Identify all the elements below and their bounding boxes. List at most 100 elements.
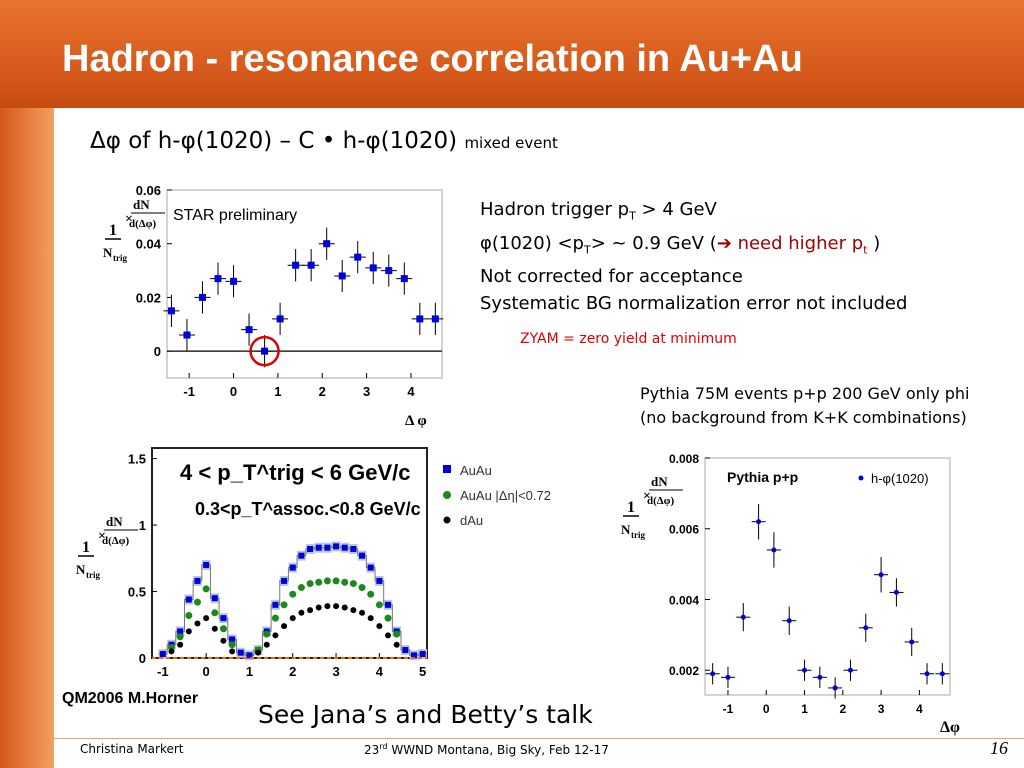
chart2-auau-deta-point [375, 601, 383, 609]
chart1-point [292, 261, 300, 269]
talk-note: See Jana’s and Betty’s talk [258, 700, 593, 729]
ylabel-ntrig: N [103, 245, 113, 260]
chart2-auau-point [411, 652, 418, 659]
chart2-auau-point [333, 543, 340, 550]
chart3-point [802, 667, 808, 673]
chart3-ytick-label: 0.002 [669, 664, 699, 678]
chart2-auau-deta-point [315, 578, 323, 586]
chart3-point [710, 671, 716, 677]
chart2-dau-point [177, 641, 184, 648]
chart2-dau-point [272, 632, 279, 639]
chart1-point [307, 261, 315, 269]
chart2-auau-deta-point [297, 584, 305, 592]
chart2-dau-point [281, 623, 288, 630]
chart2-auau-point [159, 651, 166, 658]
chart2-dau-point [229, 648, 236, 655]
chart2-auau-deta-point [271, 614, 279, 622]
chart1-point [261, 347, 269, 355]
chart2-legend-marker-auau-deta [443, 491, 451, 499]
chart2-auau-deta-point [263, 630, 271, 638]
chart2-dau-point [168, 648, 175, 655]
chart2-dau-point [376, 623, 383, 630]
ylabel-trig-sub: trig [631, 530, 645, 540]
chart2-auau-point [385, 601, 392, 608]
note-line-3: Not corrected for acceptance [480, 266, 743, 288]
note-line-4: Systematic BG normalization error not in… [480, 293, 908, 315]
chart3-point [786, 618, 792, 624]
chart3-xtick-label: 1 [801, 702, 808, 716]
chart2-auau-deta-point [228, 641, 236, 649]
slide-title: Hadron - resonance correlation in Au+Au [62, 38, 803, 80]
chart2-auau-point [402, 647, 409, 654]
chart2-dau-point [203, 615, 210, 622]
chart3-point [863, 625, 869, 631]
chart2-auau-deta-point [384, 614, 392, 622]
chart1-point [245, 326, 253, 334]
chart2-step-line [158, 545, 427, 656]
ylabel-one: 1 [627, 499, 635, 516]
chart1-xtick-label: 2 [319, 384, 326, 399]
chart3-xtick-label: 4 [916, 702, 923, 716]
chart2-dau-point [255, 649, 262, 656]
chart3-xtick-label: 0 [763, 702, 770, 716]
chart2-dau-point [298, 609, 305, 616]
chart2-auau-point [419, 651, 426, 658]
page-number: 16 [990, 738, 1008, 758]
title-bar [0, 0, 1024, 108]
chart3-legend-marker [858, 475, 864, 481]
note-line-1: Hadron trigger pT > 4 GeV [480, 199, 717, 223]
arrow-icon: ➔ [716, 232, 732, 254]
chart2-auau-point [367, 564, 374, 571]
chart2-auau-point [194, 577, 201, 584]
ylabel-one: 1 [82, 539, 90, 556]
chart2-auau-deta-point [211, 609, 219, 617]
ylabel-dn: dN [106, 514, 123, 529]
chart3-ytick-label: 0.008 [669, 452, 699, 466]
chart1-ylabel: 1 N trig ×dN d(Δφ) [103, 197, 165, 263]
chart3-xtick-label: -1 [723, 702, 734, 716]
ylabel-dn: dN [651, 474, 668, 489]
chart3-point [817, 674, 823, 680]
note-line-2: φ(1020) <pT> ~ 0.9 GeV (➔ need higher pt… [480, 232, 881, 257]
chart2-auau-deta-point [202, 585, 210, 593]
chart1-point [431, 315, 439, 323]
chart2-ytick-label: 1.5 [128, 452, 146, 467]
chart2-auau-deta-point [367, 590, 375, 598]
chart3-xtick-label: 3 [878, 702, 885, 716]
subtitle-sub: mixed event [464, 134, 558, 152]
chart3-point [924, 671, 930, 677]
slide-subtitle: Δφ of h-φ(1020) – C • h-φ(1020) mixed ev… [90, 128, 558, 154]
chart1-ytick-label: 0.04 [136, 237, 162, 252]
chart3-legend-label: h-φ(1020) [871, 471, 929, 486]
chart1-point [214, 275, 222, 283]
chart2-auau-point [315, 544, 322, 551]
chart2-auau-point [177, 628, 184, 635]
ylabel-ntrig: N [621, 522, 631, 537]
chart3-point [725, 674, 731, 680]
zyam-note: ZYAM = zero yield at minimum [520, 331, 737, 347]
chart2-ytick-label: 1 [139, 518, 146, 533]
chart1-point [400, 275, 408, 283]
chart1-xtick-label: 4 [407, 384, 415, 399]
chart2-auau-point [324, 544, 331, 551]
chart2-dau-point [367, 615, 374, 622]
chart2-xtick-label: 3 [332, 664, 339, 679]
chart2-dau-point [289, 615, 296, 622]
chart2-legend-marker-dau [443, 516, 451, 524]
chart2-auau-deta-point [185, 611, 193, 619]
pythia-note: Pythia 75M events p+p 200 GeV only phi (… [640, 384, 970, 427]
chart1-highlight-circle [249, 335, 280, 367]
chart3-ytick-label: 0.004 [669, 593, 699, 607]
chart2-auau-point [307, 546, 314, 553]
chart2-auau-deta-point [393, 630, 401, 638]
chart-star-correlation: 1 N trig ×dN d(Δφ) -1 0 1 2 3 4 0 0.02 0.04 0.06 STAR… [103, 183, 444, 429]
chart3-ytick-label: 0.006 [669, 523, 699, 537]
chart1-frame [166, 189, 443, 379]
chart2-auau-deta-point [193, 598, 201, 606]
chart2-auau-point [203, 561, 210, 568]
chart2-auau-point [281, 577, 288, 584]
chart3-point [771, 547, 777, 553]
chart3-point [939, 671, 945, 677]
chart2-dau-point [393, 641, 400, 648]
chart3-annotation: Pythia p+p [727, 469, 798, 485]
